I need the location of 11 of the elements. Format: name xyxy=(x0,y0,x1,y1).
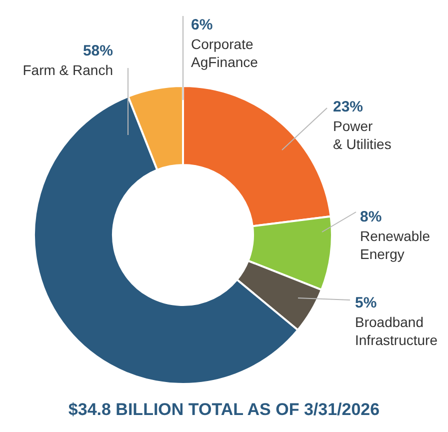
data-label: 6% xyxy=(191,16,213,34)
data-label: 8% xyxy=(360,208,382,226)
slice-label: Power & Utilities xyxy=(333,118,392,152)
slice-label: Broadband Infrastructure xyxy=(355,314,438,348)
slice-label: Renewable Energy xyxy=(360,228,430,262)
text: $34.8 BILLION TOTAL AS OF 3/31/2026 xyxy=(67,400,381,420)
slice-label: Corporate AgFinance xyxy=(191,36,258,70)
slice-label: Farm & Ranch xyxy=(22,62,113,78)
data-label: 58% xyxy=(82,42,113,60)
data-label: 5% xyxy=(355,294,377,312)
data-label: 23% xyxy=(333,98,364,116)
